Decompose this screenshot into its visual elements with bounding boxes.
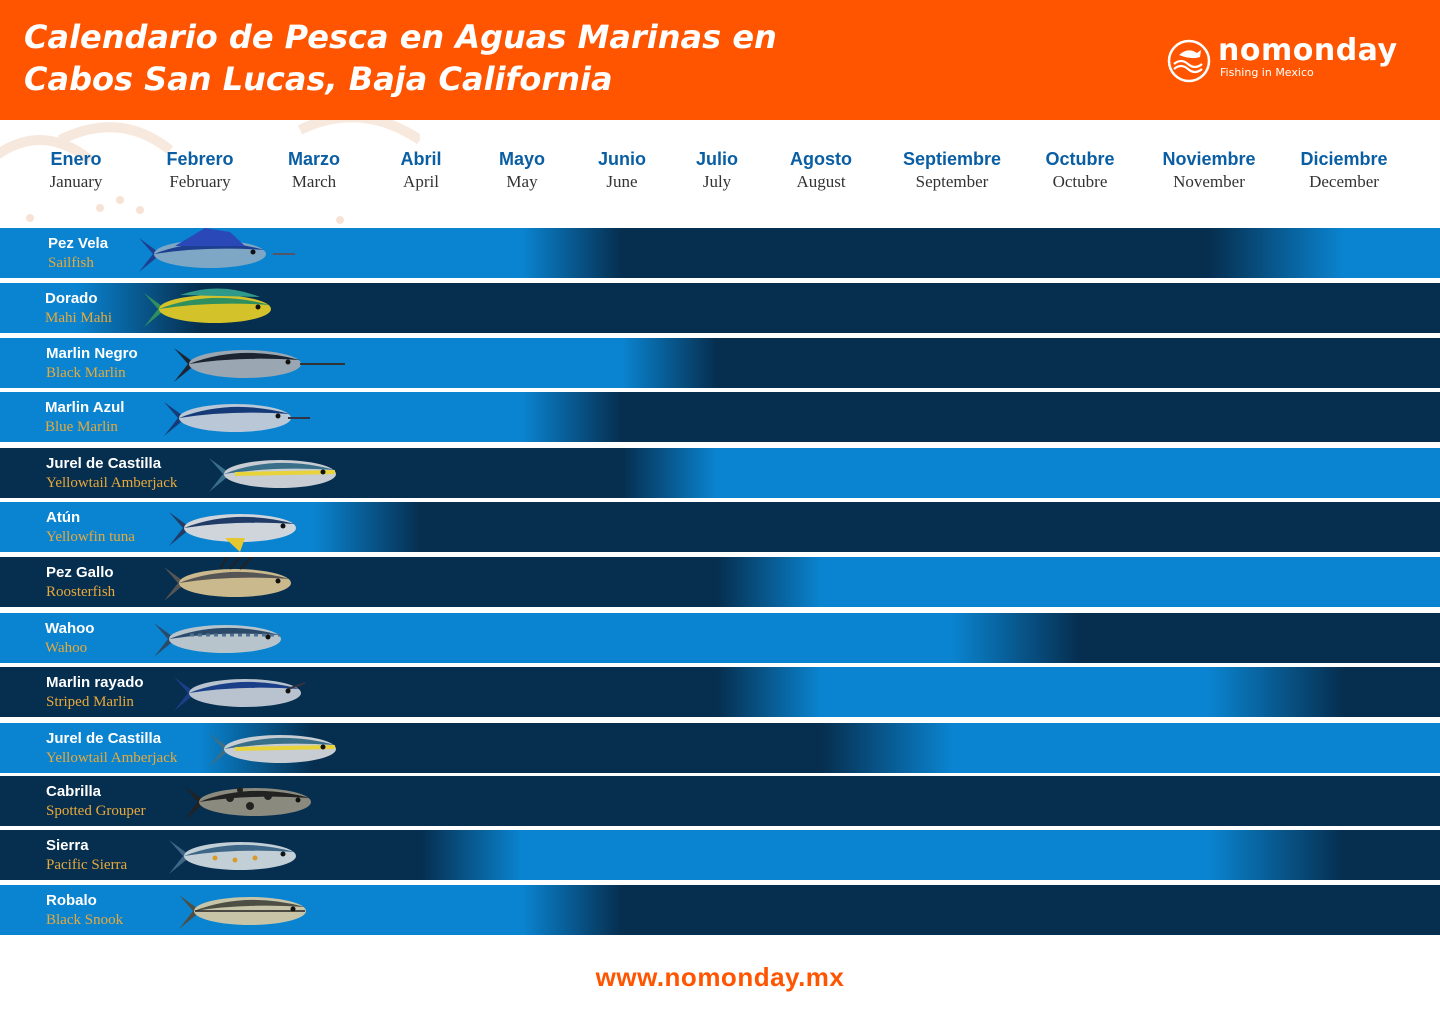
month-label-es: Diciembre (1300, 149, 1388, 169)
footer-url[interactable]: www.nomonday.mx (595, 962, 845, 992)
species-name-es: Pez Gallo (46, 564, 114, 581)
month-6: Junio June (557, 148, 687, 194)
month-label-en: May (506, 172, 538, 191)
month-label-es: Agosto (790, 149, 852, 169)
month-label-en: November (1173, 172, 1245, 191)
header-bar: Calendario de Pesca en Aguas Marinas en … (0, 0, 1440, 120)
month-label-es: Enero (50, 149, 102, 169)
species-name-es: Sierra (46, 837, 89, 854)
tuna-icon (169, 512, 296, 552)
month-label-es: Marzo (287, 149, 340, 169)
species-name-es: Jurel de Castilla (46, 455, 162, 472)
month-label-en: December (1309, 172, 1379, 191)
species-row: Wahoo Wahoo (0, 613, 1440, 663)
species-name-en: Pacific Sierra (46, 857, 128, 873)
title-line-2: Cabos San Lucas, Baja California (24, 60, 613, 98)
species-name-es: Atún (46, 509, 81, 526)
snook-icon (179, 895, 306, 929)
month-3: Marzo March (249, 148, 379, 194)
sailfish-icon (139, 228, 295, 272)
title-line-1: Calendario de Pesca en Aguas Marinas en (24, 18, 777, 56)
roosterfish-icon (164, 557, 291, 601)
month-label-en: July (702, 172, 732, 191)
species-row: Sierra Pacific Sierra (0, 830, 1440, 880)
month-label-en: September (915, 172, 989, 191)
blue-marlin-icon (164, 402, 310, 436)
species-row: Jurel de Castilla Yellowtail Amberjack (0, 448, 1440, 498)
striped-marlin-icon (174, 677, 306, 711)
month-label-en: February (169, 172, 231, 191)
species-name-es: Dorado (45, 290, 98, 307)
species-name-es: Jurel de Castilla (46, 730, 162, 747)
species-row: Pez Vela Sailfish (0, 228, 1440, 278)
species-row: Marlin Azul Blue Marlin (0, 392, 1440, 442)
species-name-es: Cabrilla (46, 783, 102, 800)
species-row: Cabrilla Spotted Grouper (0, 776, 1440, 826)
species-row: Dorado Mahi Mahi (0, 283, 1440, 333)
species-name-en: Black Marlin (46, 365, 126, 381)
species-name-es: Marlin Azul (45, 399, 125, 416)
month-label-en: August (796, 172, 846, 191)
species-row: Jurel de Castilla Yellowtail Amberjack (0, 723, 1440, 773)
month-label-es: Junio (598, 149, 646, 169)
month-label-en: Octubre (1052, 172, 1108, 191)
month-label-es: Octubre (1045, 149, 1115, 169)
species-name-en: Blue Marlin (45, 419, 118, 435)
month-11: Noviembre November (1144, 148, 1274, 194)
month-7: Julio July (652, 148, 782, 194)
month-label-es: Julio (695, 149, 738, 169)
species-row: Robalo Black Snook (0, 885, 1440, 935)
species-name-es: Robalo (46, 892, 97, 909)
yellowtail-icon (209, 733, 336, 767)
species-row: Pez Gallo Roosterfish (0, 557, 1440, 607)
decorative-pattern (0, 120, 420, 224)
month-5: Mayo May (457, 148, 587, 194)
month-10: Octubre Octubre (1015, 148, 1145, 194)
species-name-en: Yellowtail Amberjack (46, 750, 178, 766)
wahoo-icon (154, 623, 281, 657)
yellowtail-icon (209, 458, 336, 492)
month-label-en: April (403, 172, 439, 191)
month-4: Abril April (356, 148, 486, 194)
month-label-es: Febrero (166, 149, 234, 169)
brand-tagline: Fishing in Mexico (1220, 66, 1314, 79)
black-marlin-icon (174, 348, 345, 382)
month-label-es: Septiembre (902, 149, 1002, 169)
month-label-en: January (49, 172, 103, 191)
month-label-es: Abril (400, 149, 442, 169)
species-name-en: Yellowfin tuna (46, 529, 135, 545)
species-name-es: Pez Vela (48, 235, 109, 252)
species-name-en: Yellowtail Amberjack (46, 475, 178, 491)
month-label-en: June (606, 172, 638, 191)
sierra-icon (169, 840, 296, 874)
species-name-en: Roosterfish (46, 584, 116, 600)
brand-logo[interactable]: nomonday Fishing in Mexico (1166, 33, 1397, 88)
species-row: Marlin Negro Black Marlin (0, 338, 1440, 388)
species-name-en: Mahi Mahi (45, 310, 113, 326)
mahi-mahi-icon (144, 288, 271, 327)
month-8: Agosto August (756, 148, 886, 194)
month-12: Diciembre December (1279, 148, 1409, 194)
grouper-icon (184, 786, 311, 820)
species-name-en: Spotted Grouper (46, 803, 146, 819)
species-row: Atún Yellowfin tuna (0, 502, 1440, 552)
brand-name: nomonday (1218, 33, 1398, 68)
species-name-en: Sailfish (48, 255, 94, 271)
species-name-en: Striped Marlin (46, 694, 134, 710)
species-name-es: Marlin Negro (46, 345, 138, 362)
month-1: Enero January (11, 148, 141, 194)
species-name-en: Black Snook (46, 912, 124, 928)
month-2: Febrero February (135, 148, 265, 194)
fish-logo-icon (1167, 39, 1211, 83)
page-title: Calendario de Pesca en Aguas Marinas en … (24, 16, 777, 100)
species-row: Marlin rayado Striped Marlin (0, 667, 1440, 717)
species-name-es: Marlin rayado (46, 674, 144, 691)
month-label-es: Noviembre (1162, 149, 1256, 169)
species-name-es: Wahoo (45, 620, 95, 637)
species-name-en: Wahoo (45, 640, 88, 656)
month-label-es: Mayo (498, 149, 545, 169)
month-label-en: March (291, 172, 337, 191)
month-9: Septiembre September (887, 148, 1017, 194)
